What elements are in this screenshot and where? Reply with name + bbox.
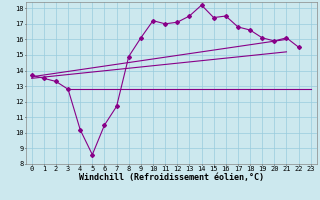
X-axis label: Windchill (Refroidissement éolien,°C): Windchill (Refroidissement éolien,°C) [79, 173, 264, 182]
